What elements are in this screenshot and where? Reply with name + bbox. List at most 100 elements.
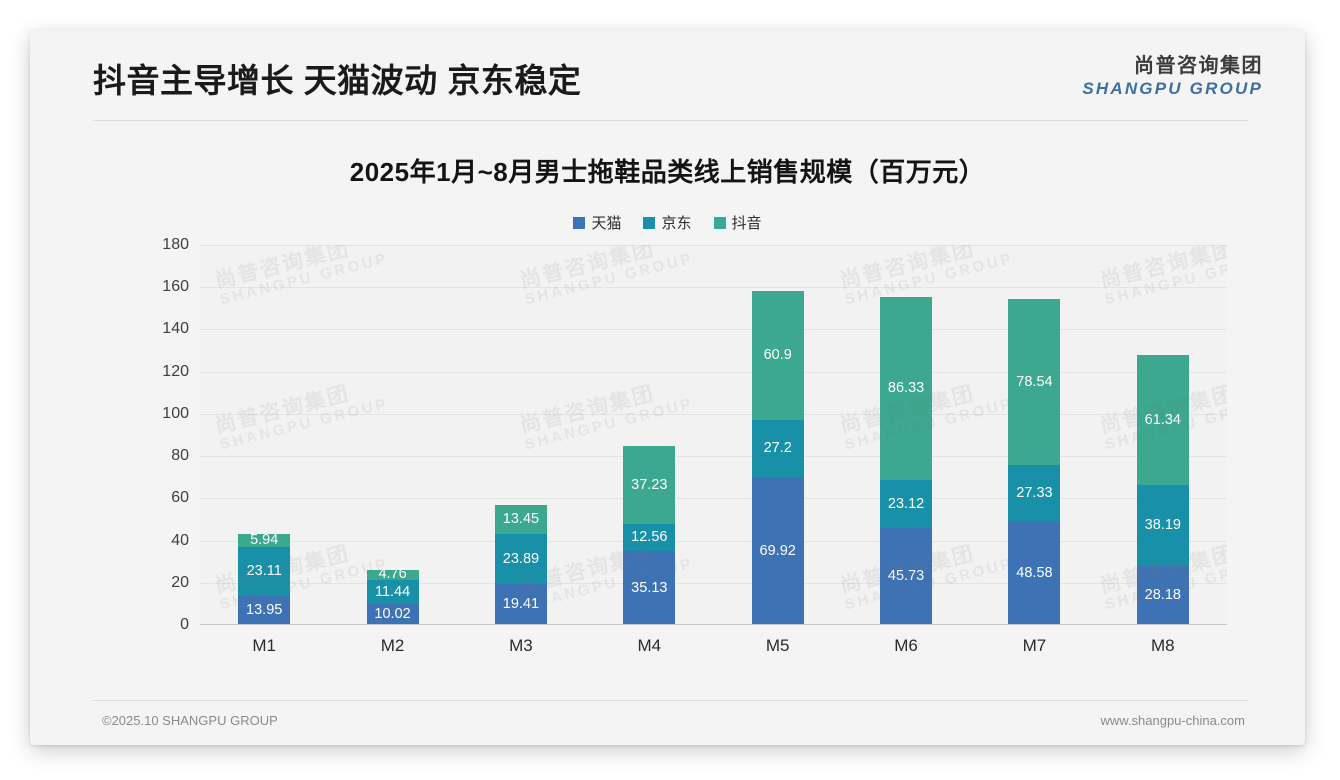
legend-item-天猫[interactable]: 天猫 — [573, 212, 621, 233]
bar-segment-京东[interactable]: 27.33 — [1008, 464, 1061, 523]
x-axis-label-M4: M4 — [637, 636, 662, 655]
bar-segment-天猫[interactable]: 28.18 — [1136, 565, 1189, 625]
bar-value-label: 12.56 — [631, 529, 668, 546]
bar-segment-天猫[interactable]: 19.41 — [494, 584, 547, 625]
x-axis-label-M5: M5 — [765, 636, 790, 655]
bar-value-label: 35.13 — [631, 579, 668, 596]
bar-segment-抖音[interactable]: 86.33 — [880, 297, 933, 480]
bar-segment-抖音[interactable]: 60.9 — [751, 291, 804, 420]
y-axis-tick-label: 0 — [180, 616, 189, 633]
x-axis-label-M8: M8 — [1151, 636, 1175, 655]
footer-website: www.shangpu-china.com — [1100, 713, 1245, 728]
bar-segment-天猫[interactable]: 69.92 — [751, 477, 804, 625]
y-axis-tick-label: 140 — [162, 320, 189, 338]
bar-value-label: 37.23 — [631, 476, 668, 493]
bar-segment-抖音[interactable]: 5.94 — [238, 533, 291, 547]
bar-segment-天猫[interactable]: 35.13 — [623, 550, 676, 625]
bar-value-label: 69.92 — [759, 542, 796, 559]
bar-group-M5[interactable]: 69.92 27.2 60.9 — [751, 291, 804, 625]
bar-value-label: 61.34 — [1144, 411, 1181, 428]
bar-segment-抖音[interactable]: 4.76 — [366, 566, 419, 583]
bar-value-label: 4.76 — [378, 566, 407, 583]
gridline — [200, 413, 1227, 415]
legend-swatch-icon — [573, 216, 586, 229]
bar-group-M4[interactable]: 35.13 12.56 37.23 — [623, 445, 676, 625]
bar-group-M8[interactable]: 28.18 38.19 61.34 — [1136, 355, 1189, 625]
x-axis-label-M7: M7 — [1022, 636, 1047, 655]
bar-value-label: 11.44 — [374, 583, 411, 600]
x-axis-label-M3: M3 — [509, 636, 533, 655]
y-axis-tick-label: 40 — [171, 531, 189, 549]
bar-group-M2[interactable]: 10.02 11.44 4.76 — [366, 566, 419, 625]
bar-segment-抖音[interactable]: 78.54 — [1008, 298, 1061, 465]
bar-segment-天猫[interactable]: 13.95 — [238, 595, 291, 625]
bar-value-label: 60.9 — [763, 347, 792, 364]
gridline — [200, 498, 1227, 500]
bar-value-label: 23.12 — [887, 495, 925, 512]
chart-legend: 天猫 京东 抖音 — [30, 212, 1305, 233]
brand-logo: 尚普咨询集团 SHANGPU GROUP — [1082, 56, 1263, 97]
y-axis-tick-label: 80 — [171, 447, 189, 465]
bar-value-label: 86.33 — [887, 380, 925, 397]
legend-label: 抖音 — [731, 215, 762, 232]
bar-segment-京东[interactable]: 27.2 — [751, 419, 804, 478]
bar-value-label: 23.11 — [246, 562, 282, 579]
bar-segment-天猫[interactable]: 10.02 — [366, 603, 419, 625]
gridline — [200, 287, 1227, 289]
gridline — [200, 245, 1227, 246]
bar-segment-抖音[interactable]: 61.34 — [1136, 355, 1189, 485]
legend-swatch-icon — [713, 216, 726, 229]
bar-group-M3[interactable]: 19.41 23.89 13.45 — [494, 505, 547, 625]
gridline — [200, 329, 1227, 331]
bar-value-label: 13.45 — [502, 511, 540, 528]
bar-segment-京东[interactable]: 23.11 — [238, 546, 291, 596]
bar-value-label: 48.58 — [1016, 565, 1053, 582]
footer-divider — [93, 700, 1248, 701]
y-axis-tick-label: 160 — [162, 278, 189, 296]
bar-group-M1[interactable]: 13.95 23.11 5.94 — [238, 533, 291, 625]
slide-footer: ©2025.10 SHANGPU GROUP www.shangpu-china… — [30, 701, 1305, 745]
y-axis-tick-label: 120 — [162, 362, 189, 380]
bar-group-M6[interactable]: 45.73 23.12 86.33 — [880, 297, 933, 625]
bar-segment-京东[interactable]: 12.56 — [623, 524, 676, 551]
legend-item-京东[interactable]: 京东 — [643, 212, 692, 233]
legend-item-抖音[interactable]: 抖音 — [713, 212, 762, 233]
y-axis-tick-label: 60 — [171, 489, 189, 507]
bar-value-label: 13.95 — [246, 602, 283, 619]
legend-label: 京东 — [661, 215, 692, 232]
page-title: 抖音主导增长 天猫波动 京东稳定 — [93, 62, 582, 99]
bar-value-label: 23.89 — [502, 550, 540, 567]
bar-segment-京东[interactable]: 38.19 — [1136, 484, 1189, 566]
slide-header: 抖音主导增长 天猫波动 京东稳定 尚普咨询集团 SHANGPU GROUP — [30, 30, 1305, 121]
bar-value-label: 27.33 — [1016, 485, 1053, 502]
bar-value-label: 38.19 — [1144, 516, 1181, 533]
bar-segment-京东[interactable]: 23.89 — [494, 533, 547, 585]
bar-value-label: 27.2 — [763, 440, 792, 457]
bar-value-label: 28.18 — [1144, 587, 1181, 603]
bar-value-label: 10.02 — [374, 606, 411, 623]
bar-segment-天猫[interactable]: 45.73 — [880, 528, 933, 625]
bar-value-label: 45.73 — [887, 568, 925, 585]
bar-segment-天猫[interactable]: 48.58 — [1008, 522, 1061, 625]
x-axis-label-M2: M2 — [380, 636, 405, 655]
chart-plot-wrapper: 尚普咨询集团 SHANGPU GROUP 尚普咨询集团 SHANGPU GROUP 尚普… — [135, 236, 1255, 670]
gridline — [200, 582, 1227, 584]
header-divider — [93, 120, 1248, 121]
x-axis-label-M6: M6 — [894, 636, 918, 655]
bar-segment-京东[interactable]: 11.44 — [366, 579, 419, 604]
chart-title: 2025年1月~8月男士拖鞋品类线上销售规模（百万元） — [349, 157, 986, 187]
legend-label: 天猫 — [591, 215, 622, 232]
brand-name-en: SHANGPU GROUP — [1082, 79, 1263, 98]
bar-segment-抖音[interactable]: 13.45 — [494, 505, 547, 534]
x-axis-line — [200, 624, 1227, 625]
bar-group-M7[interactable]: 48.58 27.33 78.54 — [1008, 298, 1061, 625]
x-axis-label-M1: M1 — [252, 636, 276, 655]
y-axis-tick-label: 20 — [171, 573, 189, 591]
chart-plot-area: 尚普咨询集团 SHANGPU GROUP 尚普咨询集团 SHANGPU GROUP 尚普… — [200, 245, 1227, 625]
bar-segment-抖音[interactable]: 37.23 — [623, 445, 676, 525]
gridline — [200, 456, 1227, 458]
bar-segment-京东[interactable]: 23.12 — [880, 479, 933, 529]
gridline — [200, 540, 1227, 542]
